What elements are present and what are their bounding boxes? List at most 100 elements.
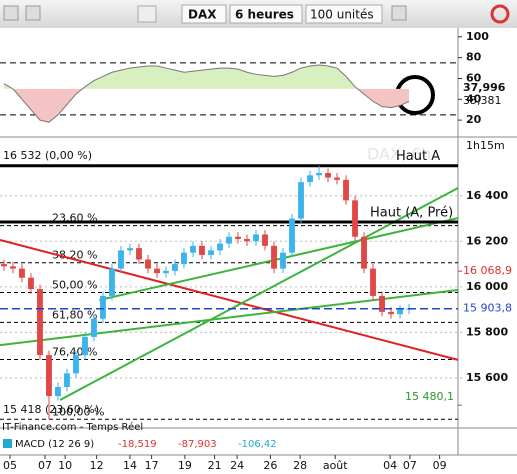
candle-body — [262, 234, 268, 246]
candle-body — [19, 268, 25, 278]
candle-body — [397, 309, 403, 315]
indicator-value: -18,519 — [118, 439, 157, 450]
candle-body — [361, 236, 367, 269]
level-label: Haut (A, Pré) — [370, 205, 453, 220]
x-tick-label: 14 — [123, 459, 137, 472]
candle-body — [199, 245, 205, 255]
x-tick-label: 04 — [383, 459, 397, 472]
icon-button[interactable] — [391, 5, 407, 21]
refresh-button[interactable] — [490, 4, 510, 24]
y-tick-label: 16 000 — [466, 280, 508, 293]
x-tick-label: 24 — [230, 459, 244, 472]
y-tick-label: 16 200 — [466, 234, 508, 247]
indicator-name: MACD (12 26 9) — [15, 439, 94, 450]
area-below — [3, 88, 410, 123]
icon-button[interactable] — [3, 5, 19, 21]
candle-body — [235, 236, 241, 240]
trend-line — [99, 217, 459, 302]
candle-body — [307, 175, 313, 183]
price-marker-label: 16 068,9 — [463, 264, 512, 277]
fib-top-label: 16 532 (0,00 %) — [3, 149, 92, 162]
candle-body — [343, 179, 349, 201]
candle-body — [370, 268, 376, 296]
candle-body — [163, 270, 169, 274]
indicator-value: -87,903 — [178, 439, 217, 450]
y-tick-label: 100 — [466, 30, 489, 43]
last-value-label: 37,996 — [463, 81, 506, 94]
candle-body — [28, 277, 34, 290]
x-tick-label: 26 — [263, 459, 277, 472]
candle-body — [316, 173, 322, 176]
fib-label: 50,00 % — [52, 279, 97, 292]
icon-button[interactable] — [25, 5, 41, 21]
candle-body — [145, 259, 151, 269]
y-tick-label: 15 800 — [466, 325, 508, 338]
candle-body — [154, 268, 160, 274]
candle-body — [109, 268, 115, 296]
oscillator-line — [3, 64, 410, 123]
candle-body — [208, 250, 214, 255]
candle-body — [127, 248, 133, 251]
fib-label: 61,80 % — [52, 308, 97, 321]
x-tick-label: 05 — [3, 459, 17, 472]
candle-body — [388, 311, 394, 315]
x-tick-label: 09 — [433, 459, 447, 472]
units: 100 unités — [310, 8, 374, 22]
watermark: DAX, 6h — [367, 145, 431, 164]
y-tick-label: 60 — [466, 71, 482, 84]
x-tick-label: 17 — [145, 459, 159, 472]
fib-label: 100,00 % — [52, 405, 104, 418]
x-tick-label: 19 — [178, 459, 192, 472]
y-tick-label: 16 400 — [466, 189, 508, 202]
x-tick-label: 12 — [90, 459, 104, 472]
candle-body — [190, 245, 196, 253]
candle-body — [253, 234, 259, 242]
x-tick-label: 21 — [208, 459, 222, 472]
candle-body — [289, 218, 295, 253]
candle-body — [217, 243, 223, 251]
chart-type-button[interactable] — [137, 5, 157, 23]
candle-body — [91, 318, 97, 337]
y-tick-label: 20 — [466, 113, 482, 126]
fib-label: 38,20 % — [52, 249, 97, 262]
period-select[interactable] — [229, 4, 303, 24]
level-label: Haut A — [396, 149, 440, 164]
candle-body — [82, 336, 88, 356]
candle-body — [172, 264, 178, 271]
candle-body — [10, 266, 16, 269]
candle-body — [271, 245, 277, 269]
candle-body — [280, 252, 286, 269]
units-select[interactable] — [305, 4, 383, 24]
trend-line — [0, 238, 459, 361]
area-above — [3, 64, 358, 89]
symbol: DAX — [188, 8, 217, 22]
candle-body — [37, 289, 43, 356]
source: IT-Finance.com - Temps Réel — [2, 421, 143, 433]
fib-bottom-label: 15 418 (23,60 %) — [3, 403, 99, 416]
indicator-value: -106,42 — [238, 439, 277, 450]
candle-body — [55, 386, 61, 397]
candle-body — [118, 250, 124, 269]
candle-body — [100, 295, 106, 319]
x-tick-label: 07 — [38, 459, 52, 472]
legend-swatch — [3, 439, 12, 448]
x-tick-label: 10 — [58, 459, 72, 472]
symbol-select[interactable] — [181, 4, 227, 24]
last-value-label: 35,381 — [463, 94, 502, 107]
x-tick-label: 07 — [403, 459, 417, 472]
candle-body — [73, 355, 79, 374]
period: 6 heures — [235, 8, 294, 22]
candle-body — [334, 177, 340, 180]
candle-body — [244, 239, 250, 242]
candle-body — [379, 295, 385, 312]
candle-body — [226, 236, 232, 244]
x-tick-label: 28 — [293, 459, 307, 472]
candle-body — [181, 252, 187, 265]
candle-body — [298, 182, 304, 219]
x-tick-label: août — [323, 459, 348, 472]
y-tick-label: 15 600 — [466, 371, 508, 384]
candle-body — [1, 264, 7, 267]
candle-body — [136, 248, 142, 260]
